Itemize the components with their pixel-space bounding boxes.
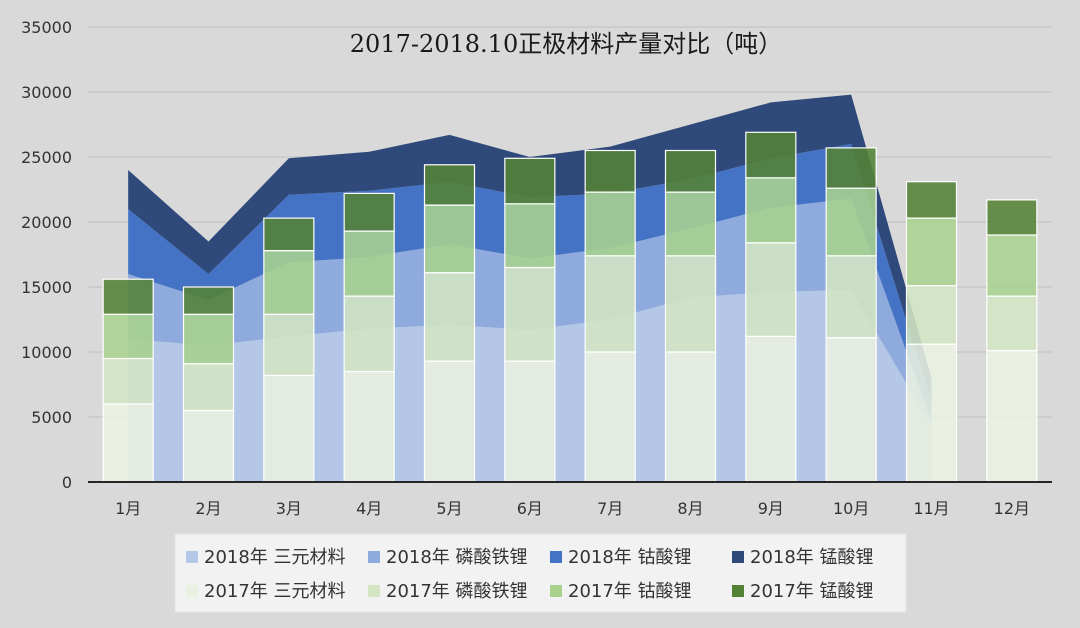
legend-swatch (186, 585, 198, 597)
x-tick-label: 11月 (913, 499, 949, 518)
bar-2017-series-1 (825, 337, 877, 483)
bar-2017-series-2 (825, 255, 877, 339)
chart-title: 2017-2018.10正极材料产量对比（吨） (350, 30, 782, 58)
legend-label: 2018年 磷酸铁锂 (386, 547, 528, 568)
x-tick-label: 12月 (994, 499, 1030, 518)
bar-2017-series-4 (423, 164, 476, 206)
bar-2017-series-1 (102, 403, 154, 483)
bar-layer-2017 (102, 131, 1038, 483)
bar-2017-series-4 (182, 286, 235, 315)
bar-2017-series-2 (263, 313, 315, 376)
bar-2017-series-4 (102, 278, 154, 315)
bar-2017-series-2 (423, 272, 476, 362)
bar-2017-series-2 (905, 285, 958, 345)
bar-2017-series-3 (343, 230, 395, 297)
bar-2017-series-2 (343, 295, 395, 373)
bar-2017-series-2 (182, 363, 235, 412)
y-tick-label: 0 (62, 473, 72, 492)
bar-2017-series-1 (745, 335, 797, 483)
x-tick-label: 7月 (597, 499, 623, 518)
bar-2017-series-2 (986, 295, 1038, 352)
bar-2017-series-4 (263, 217, 315, 252)
bar-2017-series-2 (584, 255, 636, 353)
bar-2017-series-1 (504, 360, 556, 483)
legend-swatch (368, 551, 380, 563)
x-tick-label: 1月 (115, 499, 141, 518)
legend-label: 2018年 钴酸锂 (568, 547, 692, 568)
axis-layer: 0 5000 10000 15000 20000 25000 30000 35000 1月 2月 3… (21, 18, 1052, 518)
legend-label: 2017年 锰酸锂 (750, 581, 874, 602)
y-tick-label: 30000 (21, 83, 72, 102)
y-tick-label: 20000 (21, 213, 72, 232)
legend-swatch (368, 585, 380, 597)
bar-2017-series-3 (825, 187, 877, 257)
bar-2017-series-3 (102, 313, 154, 360)
bar-2017-series-4 (745, 131, 797, 179)
area-2018-series-3 (128, 144, 932, 421)
y-tick-label: 15000 (21, 278, 72, 297)
bar-2017-series-1 (584, 351, 636, 483)
bar-2017-series-3 (905, 217, 958, 287)
legend-swatch (550, 585, 562, 597)
y-tick-label: 5000 (31, 408, 72, 427)
legend-swatch (550, 551, 562, 563)
legend-label: 2018年 三元材料 (204, 547, 346, 568)
bar-2017-series-4 (504, 157, 556, 205)
legend-label: 2017年 三元材料 (204, 581, 346, 602)
x-tick-label: 6月 (517, 499, 543, 518)
bar-2017-series-1 (343, 370, 395, 483)
x-tick-label: 9月 (758, 499, 784, 518)
legend-label: 2018年 锰酸锂 (750, 547, 874, 568)
bar-2017-series-3 (423, 204, 476, 274)
legend-label: 2017年 磷酸铁锂 (386, 581, 528, 602)
legend-swatch (186, 551, 198, 563)
x-tick-label: 4月 (356, 499, 382, 518)
legend-swatch (732, 551, 744, 563)
legend-swatch (732, 585, 744, 597)
x-tick-label: 3月 (276, 499, 302, 518)
bar-2017-series-4 (986, 199, 1038, 236)
bar-2017-series-4 (825, 147, 877, 189)
bar-2017-series-1 (905, 343, 958, 483)
bar-2017-series-4 (343, 192, 395, 232)
bar-2017-series-1 (263, 374, 315, 483)
bar-2017-series-3 (745, 177, 797, 244)
bar-2017-series-3 (504, 203, 556, 269)
bar-2017-series-1 (423, 360, 476, 483)
bar-2017-series-4 (905, 181, 958, 219)
bar-2017-series-4 (664, 149, 717, 193)
x-tick-label: 5月 (436, 499, 462, 518)
bar-2017-series-3 (182, 313, 235, 365)
legend: 2018年 三元材料 2018年 磷酸铁锂 2018年 钴酸锂 2018年 锰酸锂 20… (174, 533, 907, 613)
bar-2017-series-2 (102, 357, 154, 405)
bar-2017-series-3 (986, 234, 1038, 297)
legend-box (174, 533, 907, 613)
legend-label: 2017年 钴酸锂 (568, 581, 692, 602)
x-tick-label: 8月 (677, 499, 703, 518)
bar-2017-series-1 (986, 350, 1038, 483)
x-tick-label: 2月 (195, 499, 221, 518)
bar-2017-series-2 (745, 242, 797, 338)
bar-2017-series-1 (182, 409, 235, 483)
x-tick-label: 10月 (833, 499, 869, 518)
bar-2017-series-3 (584, 191, 636, 257)
bar-2017-series-4 (584, 149, 636, 193)
bar-2017-series-2 (504, 266, 556, 362)
bar-2017-series-3 (263, 250, 315, 315)
y-tick-label: 35000 (21, 18, 72, 37)
bar-2017-series-1 (664, 351, 717, 483)
area-2018-series-4 (128, 94, 932, 402)
y-tick-label: 10000 (21, 343, 72, 362)
bar-2017-series-2 (664, 255, 717, 353)
bar-2017-series-3 (664, 191, 717, 257)
y-tick-label: 25000 (21, 148, 72, 167)
